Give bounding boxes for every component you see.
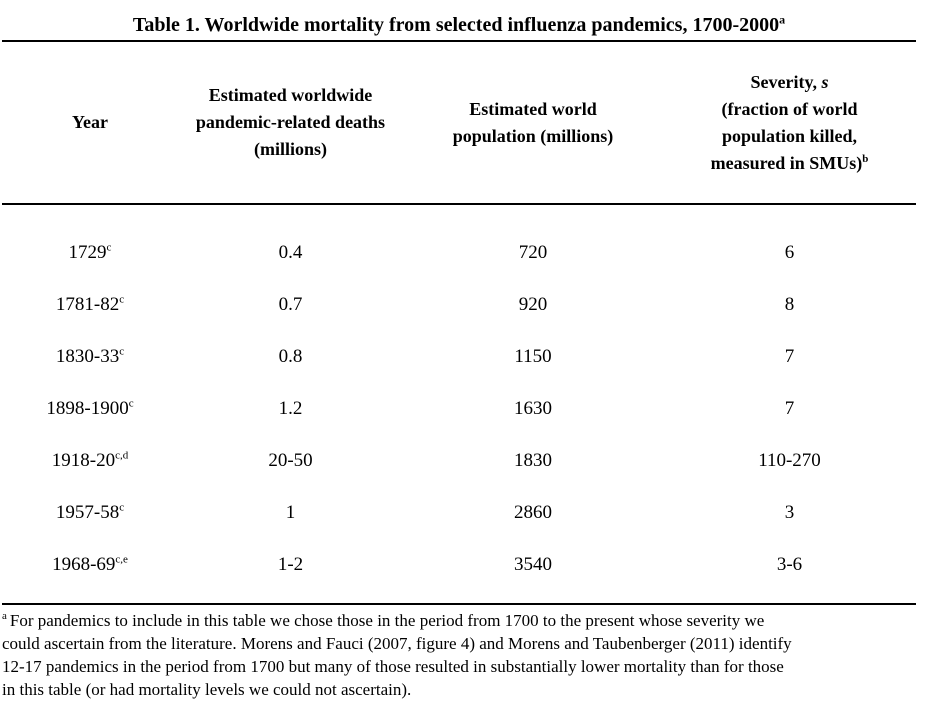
severity-symbol: s <box>821 71 829 92</box>
table-title: Table 1. Worldwide mortality from select… <box>2 0 916 42</box>
table-row: 1830-33c 0.8 1150 7 <box>2 331 916 383</box>
column-header-severity: Severity, s (fraction of world populatio… <box>663 69 916 177</box>
footnote-line: 12-17 pandemics in the period from 1700 … <box>2 657 784 676</box>
footnote-text: For pandemics to include in this table w… <box>9 611 765 630</box>
severity-cell: 3 <box>784 502 795 523</box>
population-cell: 1150 <box>514 346 552 367</box>
table-body: 1729c 0.4 720 6 1781-82c 0.7 920 8 1830-… <box>2 205 916 603</box>
column-header-population-label: Estimated world population (millions) <box>452 98 614 146</box>
table-row: 1729c 0.4 720 6 <box>2 227 916 279</box>
deaths-cell: 1.2 <box>278 398 303 419</box>
deaths-cell: 1 <box>285 502 296 523</box>
column-header-deaths-label: Estimated worldwide pandemic-related dea… <box>195 85 386 159</box>
year-cell: 1830-33c <box>2 346 178 368</box>
deaths-cell: 0.8 <box>278 346 303 367</box>
footnote-marker: a <box>2 610 7 623</box>
table-row: 1957-58c 1 2860 3 <box>2 487 916 539</box>
severity-label: Severity, <box>750 71 822 92</box>
table-row: 1968-69c,e 1-2 3540 3-6 <box>2 539 916 591</box>
year-footnote-superscript: c,d <box>115 449 129 462</box>
footnote-line: in this table (or had mortality levels w… <box>2 680 412 699</box>
severity-cell: 7 <box>784 346 795 367</box>
column-header-deaths: Estimated worldwide pandemic-related dea… <box>178 82 403 163</box>
table-row: 1918-20c,d 20-50 1830 110-270 <box>2 435 916 487</box>
severity-definition-text: (fraction of world population killed, me… <box>710 98 863 173</box>
year-cell: 1918-20c,d <box>2 450 178 472</box>
population-cell: 1830 <box>514 450 552 471</box>
table-footnote: a For pandemics to include in this table … <box>2 603 916 701</box>
year-value: 1968-69 <box>52 554 116 575</box>
year-value: 1729 <box>68 242 107 263</box>
year-footnote-superscript: c <box>119 293 125 306</box>
severity-cell: 3-6 <box>776 554 803 575</box>
year-cell: 1898-1900c <box>2 398 178 420</box>
deaths-cell: 1-2 <box>277 554 304 575</box>
footnote-line: a For pandemics to include in this table … <box>2 609 916 632</box>
column-header-year: Year <box>2 109 178 136</box>
footnote-line: could ascertain from the literature. Mor… <box>2 634 792 653</box>
year-value: 1830-33 <box>55 346 120 367</box>
year-cell: 1957-58c <box>2 502 178 524</box>
table-row: 1781-82c 0.7 920 8 <box>2 279 916 331</box>
year-cell: 1968-69c,e <box>2 554 178 576</box>
table-header-row: Year Estimated worldwide pandemic-relate… <box>2 42 916 205</box>
year-footnote-superscript: c <box>128 397 134 410</box>
year-footnote-superscript: c <box>106 241 112 254</box>
deaths-cell: 0.7 <box>278 294 303 315</box>
severity-cell: 110-270 <box>758 450 821 471</box>
year-value: 1957-58 <box>55 502 120 523</box>
column-header-year-label: Year <box>72 112 108 132</box>
year-footnote-superscript: c <box>119 501 125 514</box>
population-cell: 2860 <box>514 502 552 523</box>
population-cell: 920 <box>518 294 548 315</box>
year-value: 1898-1900 <box>46 398 129 419</box>
year-value: 1781-82 <box>55 294 120 315</box>
table-container: Table 1. Worldwide mortality from select… <box>2 0 916 701</box>
column-header-severity-line1: Severity, s <box>663 69 916 96</box>
table-title-text: Table 1. Worldwide mortality from select… <box>132 14 780 36</box>
deaths-cell: 0.4 <box>278 242 303 263</box>
population-cell: 1630 <box>514 398 552 419</box>
table-title-superscript: a <box>779 12 786 27</box>
severity-superscript: b <box>862 152 869 165</box>
year-cell: 1729c <box>2 242 178 264</box>
severity-cell: 7 <box>784 398 795 419</box>
year-value: 1918-20 <box>51 450 116 471</box>
table-row: 1898-1900c 1.2 1630 7 <box>2 383 916 435</box>
year-footnote-superscript: c <box>119 345 125 358</box>
year-cell: 1781-82c <box>2 294 178 316</box>
population-cell: 3540 <box>514 554 552 575</box>
severity-cell: 6 <box>784 242 795 263</box>
year-footnote-superscript: c,e <box>115 553 128 566</box>
severity-cell: 8 <box>784 294 795 315</box>
column-header-severity-definition: (fraction of world population killed, me… <box>687 96 892 177</box>
deaths-cell: 20-50 <box>268 450 313 471</box>
column-header-population: Estimated world population (millions) <box>403 96 663 150</box>
population-cell: 720 <box>518 242 548 263</box>
